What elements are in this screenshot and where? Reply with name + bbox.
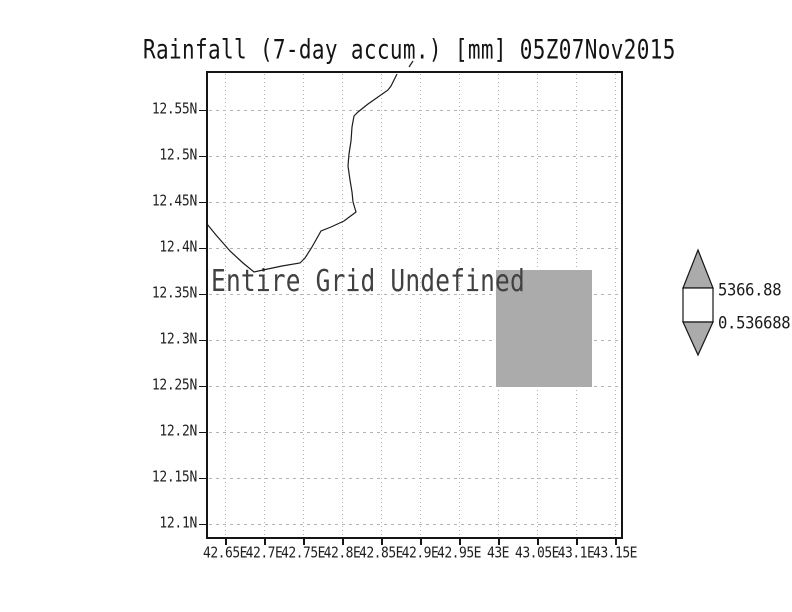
y-axis-tick: [199, 247, 206, 249]
x-axis-label: 42.8E: [323, 545, 361, 563]
plot-title: Rainfall (7-day accum.) [mm] 05Z07Nov201…: [143, 34, 676, 65]
x-axis-tick: [342, 539, 344, 545]
horizontal-gridline: [209, 248, 621, 249]
x-axis-tick: [264, 539, 266, 545]
y-axis-tick: [199, 477, 206, 479]
y-axis-label: 12.5N: [159, 146, 197, 165]
x-axis-label: 43.05E: [515, 545, 559, 563]
horizontal-gridline: [209, 340, 621, 341]
vertical-gridline: [225, 74, 226, 537]
horizontal-gridline: [209, 294, 621, 295]
colorbar-value-box: [682, 287, 714, 323]
horizontal-gridline: [209, 110, 621, 111]
y-axis-tick: [199, 523, 206, 525]
plot-frame: [206, 71, 623, 539]
colorbar-lower-arrow: [682, 321, 714, 357]
y-axis-label: 12.45N: [151, 192, 197, 211]
x-axis-tick: [576, 539, 578, 545]
y-axis-label: 12.25N: [151, 376, 197, 395]
x-axis-tick: [459, 539, 461, 545]
horizontal-gridline: [209, 202, 621, 203]
y-axis-label: 12.35N: [151, 284, 197, 303]
horizontal-gridline: [209, 432, 621, 433]
y-axis-tick: [199, 385, 206, 387]
y-axis-tick: [199, 431, 206, 433]
x-axis-tick: [303, 539, 305, 545]
y-axis-tick: [199, 201, 206, 203]
y-axis-tick: [199, 293, 206, 295]
y-axis-label: 12.1N: [159, 514, 197, 533]
x-axis-tick: [537, 539, 539, 545]
y-axis-tick: [199, 339, 206, 341]
vertical-gridline: [381, 74, 382, 537]
x-axis-label: 43.1E: [557, 545, 595, 563]
horizontal-gridline: [209, 156, 621, 157]
vertical-gridline: [303, 74, 304, 537]
x-axis-label: 42.75E: [281, 545, 325, 563]
colorbar-max-label: 5366.88: [718, 280, 782, 300]
y-axis-label: 12.3N: [159, 330, 197, 349]
x-axis-tick: [615, 539, 617, 545]
horizontal-gridline: [209, 386, 621, 387]
y-axis-tick: [199, 155, 206, 157]
colorbar-upper-arrow: [682, 248, 714, 289]
vertical-gridline: [420, 74, 421, 537]
colorbar-min-label: 0.536688: [718, 313, 791, 333]
x-axis-label: 43E: [487, 545, 509, 563]
vertical-gridline: [342, 74, 343, 537]
y-axis-tick: [199, 109, 206, 111]
x-axis-label: 42.9E: [401, 545, 439, 563]
horizontal-gridline: [209, 478, 621, 479]
x-axis-label: 42.65E: [203, 545, 247, 563]
undefined-data-region: [496, 270, 592, 387]
y-axis-label: 12.4N: [159, 238, 197, 257]
x-axis-label: 42.85E: [359, 545, 403, 563]
x-axis-tick: [498, 539, 500, 545]
y-axis-label: 12.2N: [159, 422, 197, 441]
vertical-gridline: [615, 74, 616, 537]
x-axis-tick: [225, 539, 227, 545]
y-axis-label: 12.15N: [151, 468, 197, 487]
x-axis-tick: [381, 539, 383, 545]
x-axis-label: 42.95E: [437, 545, 481, 563]
x-axis-label: 43.15E: [593, 545, 637, 563]
y-axis-label: 12.55N: [151, 100, 197, 119]
x-axis-tick: [420, 539, 422, 545]
vertical-gridline: [264, 74, 265, 537]
horizontal-gridline: [209, 524, 621, 525]
vertical-gridline: [459, 74, 460, 537]
x-axis-label: 42.7E: [245, 545, 283, 563]
